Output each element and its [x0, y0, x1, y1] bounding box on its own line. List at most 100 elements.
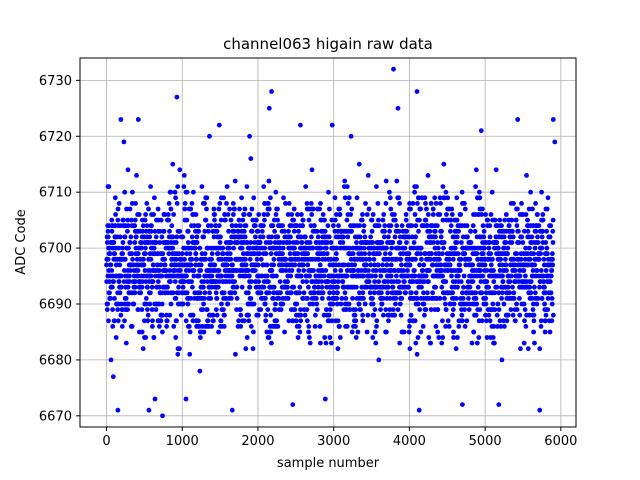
data-point — [182, 201, 188, 206]
data-point — [417, 217, 422, 223]
data-point — [329, 122, 335, 128]
data-point — [379, 240, 385, 245]
data-point — [531, 312, 537, 318]
data-point — [467, 284, 473, 290]
data-point — [233, 223, 239, 229]
data-point — [470, 223, 476, 229]
data-point — [367, 256, 373, 262]
data-point — [326, 234, 332, 240]
data-point — [397, 301, 403, 307]
data-point — [543, 240, 549, 245]
data-point — [369, 273, 375, 279]
data-point — [191, 189, 196, 195]
data-point — [301, 290, 307, 296]
data-point — [448, 223, 454, 229]
data-point — [248, 296, 254, 301]
data-point — [534, 301, 540, 307]
data-point — [242, 318, 247, 324]
data-point — [171, 324, 177, 329]
data-point — [125, 223, 131, 229]
data-point — [119, 324, 125, 329]
data-point — [440, 318, 445, 324]
data-point — [415, 301, 421, 307]
data-point — [478, 128, 484, 134]
data-point — [142, 318, 147, 324]
data-point — [216, 268, 222, 273]
data-point — [142, 217, 148, 223]
data-point — [547, 279, 553, 284]
data-point — [262, 245, 268, 251]
data-point — [375, 262, 381, 268]
data-point — [413, 340, 419, 346]
data-point — [490, 335, 496, 340]
data-point — [175, 184, 181, 190]
data-point — [251, 329, 256, 335]
data-point — [366, 279, 372, 284]
data-point — [440, 273, 445, 279]
data-point — [516, 228, 521, 234]
data-point — [263, 296, 268, 301]
data-point — [431, 240, 436, 245]
data-point — [280, 223, 285, 229]
data-point — [362, 251, 368, 257]
data-point — [248, 240, 254, 245]
data-point — [359, 217, 365, 223]
data-point — [354, 240, 359, 245]
data-point — [449, 206, 455, 212]
data-point — [430, 262, 436, 268]
data-point — [375, 201, 381, 206]
data-point — [471, 329, 477, 335]
data-point — [335, 279, 341, 284]
data-point — [382, 268, 388, 273]
data-point — [490, 301, 496, 307]
data-point — [474, 273, 480, 279]
data-point — [536, 223, 542, 229]
data-point — [266, 206, 272, 212]
data-point — [350, 296, 355, 301]
data-point — [527, 256, 533, 262]
data-point — [317, 324, 323, 329]
data-point — [203, 217, 209, 223]
data-point — [353, 318, 359, 324]
data-point — [391, 66, 396, 72]
data-point — [166, 217, 172, 223]
data-point — [348, 212, 353, 217]
data-point — [247, 284, 253, 290]
data-point — [523, 245, 528, 251]
data-point — [157, 284, 162, 290]
data-point — [381, 312, 386, 318]
x-tick-label: 4000 — [393, 434, 426, 449]
data-point — [464, 223, 470, 229]
data-point — [277, 245, 283, 251]
data-point — [133, 201, 139, 206]
data-point — [512, 262, 517, 268]
data-point — [279, 262, 285, 268]
data-point — [191, 273, 197, 279]
data-point — [231, 212, 236, 217]
data-point — [510, 228, 515, 234]
data-point — [307, 340, 313, 346]
data-point — [217, 240, 223, 245]
data-point — [511, 290, 517, 296]
data-point — [540, 217, 546, 223]
data-point — [286, 201, 292, 206]
data-point — [540, 228, 545, 234]
data-point — [196, 228, 202, 234]
data-point — [164, 324, 170, 329]
data-point — [423, 201, 428, 206]
data-point — [388, 273, 394, 279]
data-point — [303, 234, 308, 240]
data-point — [288, 273, 294, 279]
data-point — [367, 290, 373, 296]
data-point — [350, 251, 356, 257]
data-point — [514, 301, 519, 307]
data-point — [511, 256, 517, 262]
data-point — [113, 335, 119, 340]
data-point — [298, 122, 303, 128]
data-point — [443, 279, 449, 284]
data-point — [237, 206, 242, 212]
data-point — [286, 228, 291, 234]
data-point — [170, 161, 176, 167]
data-point — [320, 212, 326, 217]
data-point — [502, 324, 507, 329]
